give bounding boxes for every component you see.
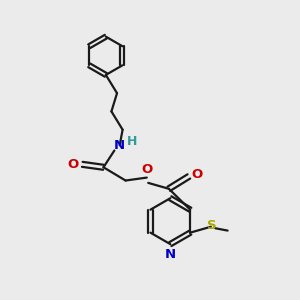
Text: H: H bbox=[127, 135, 137, 148]
Text: S: S bbox=[207, 219, 216, 232]
Text: O: O bbox=[191, 168, 202, 182]
Text: N: N bbox=[165, 248, 176, 261]
Text: O: O bbox=[68, 158, 79, 171]
Text: N: N bbox=[114, 139, 125, 152]
Text: O: O bbox=[142, 163, 153, 176]
